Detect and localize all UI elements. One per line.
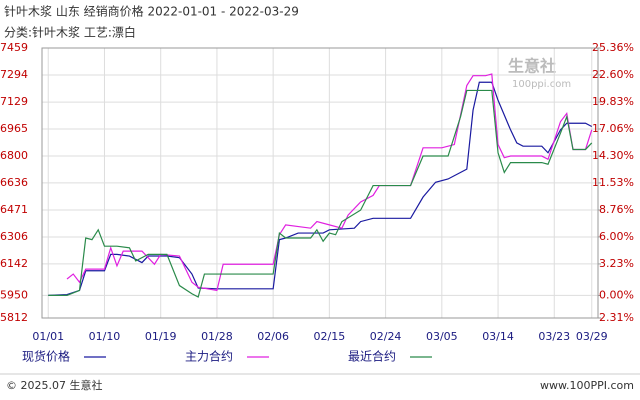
x-tick-label: 02/24	[370, 330, 402, 343]
y-tick-label: 6965	[0, 122, 28, 135]
y2-tick-label: 3.23%	[599, 257, 634, 270]
y-tick-label: 7294	[0, 68, 28, 81]
watermark: 生意社	[508, 57, 556, 76]
x-tick-label: 02/15	[314, 330, 346, 343]
x-tick-label: 01/10	[89, 330, 121, 343]
y-tick-label: 7129	[0, 95, 28, 108]
y-tick-label: 6142	[0, 257, 28, 270]
y2-tick-label: 14.30%	[592, 149, 634, 162]
legend-label: 主力合约	[185, 349, 233, 364]
y2-tick-label: 22.60%	[592, 68, 634, 81]
plot-border	[41, 47, 599, 319]
x-tick-label: 03/05	[426, 330, 458, 343]
y2-tick-label: 0.00%	[599, 288, 634, 301]
series-line	[48, 81, 593, 296]
legend-label: 最近合约	[348, 349, 396, 364]
y-tick-label: 6471	[0, 203, 28, 216]
y2-tick-label: 19.83%	[592, 95, 634, 108]
x-tick-label: 03/14	[482, 330, 514, 343]
y-tick-label: 6306	[0, 230, 28, 243]
y2-tick-label: 6.00%	[599, 230, 634, 243]
series-line	[66, 73, 593, 292]
x-tick-label: 03/23	[538, 330, 570, 343]
x-tick-label: 01/19	[145, 330, 177, 343]
footer-left: © 2025.07 生意社	[6, 378, 102, 392]
x-tick-label: 01/01	[32, 330, 64, 343]
y-tick-label: 6800	[0, 149, 28, 162]
y2-tick-label: 8.76%	[599, 203, 634, 216]
y-tick-label: 7459	[0, 41, 28, 54]
y2-tick-label: -2.31%	[595, 311, 634, 324]
y-tick-label: 5812	[0, 311, 28, 324]
chart-title: 针叶木浆 山东 经销商价格 2022-01-01 - 2022-03-29	[4, 4, 299, 19]
y-tick-label: 5950	[0, 288, 28, 301]
y2-tick-label: 17.06%	[592, 122, 634, 135]
chart-subtitle: 分类:针叶木浆 工艺:漂白	[4, 25, 136, 40]
legend-label: 现货价格	[22, 349, 70, 364]
x-tick-label: 01/28	[201, 330, 233, 343]
y-tick-label: 6636	[0, 176, 28, 189]
x-tick-label: 02/06	[257, 330, 289, 343]
x-tick-label: 03/29	[576, 330, 608, 343]
y2-tick-label: 25.36%	[592, 41, 634, 54]
y2-tick-label: 11.53%	[592, 176, 634, 189]
series-line	[48, 89, 593, 298]
footer-right: www.100PPI.com	[540, 379, 634, 392]
watermark-url: 100ppi.com	[512, 79, 571, 90]
